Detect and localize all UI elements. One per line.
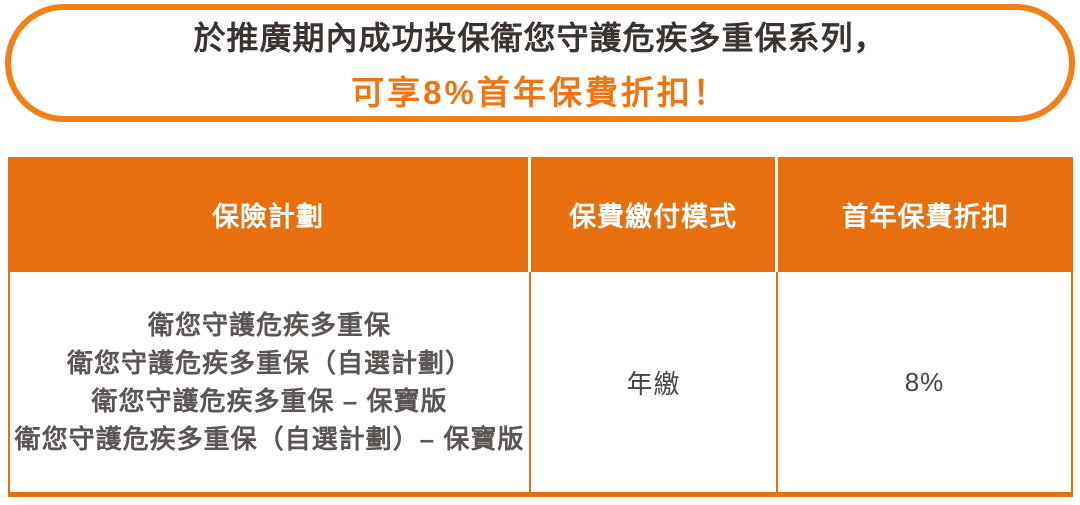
cell-insurance-plans: 衛您守護危疾多重保 衛您守護危疾多重保（自選計劃） 衛您守護危疾多重保 – 保寶… xyxy=(8,272,531,492)
plan-name: 衛您守護危疾多重保 – 保寶版 xyxy=(91,386,448,416)
header-insurance-plan: 保險計劃 xyxy=(8,157,531,272)
promo-discount-highlight: 可享8%首年保費折扣！ xyxy=(351,73,729,111)
header-first-year-discount: 首年保費折扣 xyxy=(841,202,1010,232)
header-payment-mode: 保費繳付模式 xyxy=(531,157,778,272)
promo-headline: 於推廣期內成功投保衛您守護危疾多重保系列， xyxy=(193,19,887,56)
discount-value: 8% xyxy=(904,366,945,397)
cell-discount: 8% xyxy=(778,272,1073,492)
plan-name: 衛您守護危疾多重保（自選計劃） xyxy=(66,348,472,378)
payment-mode-value: 年繳 xyxy=(626,368,681,399)
table-body-row: 衛您守護危疾多重保 衛您守護危疾多重保（自選計劃） 衛您守護危疾多重保 – 保寶… xyxy=(8,272,1073,497)
discount-table: 保險計劃 保費繳付模式 首年保費折扣 衛您守護危疾多重保 衛您守護危疾多重保（自… xyxy=(8,157,1073,497)
promo-banner: 於推廣期內成功投保衛您守護危疾多重保系列， 可享8%首年保費折扣！ xyxy=(5,4,1075,122)
plan-name: 衛您守護危疾多重保（自選計劃）– 保寶版 xyxy=(14,424,525,454)
plan-name: 衛您守護危疾多重保 xyxy=(147,310,391,340)
table-header-row: 保險計劃 保費繳付模式 首年保費折扣 xyxy=(8,157,1073,272)
cell-payment-mode: 年繳 xyxy=(531,272,778,492)
